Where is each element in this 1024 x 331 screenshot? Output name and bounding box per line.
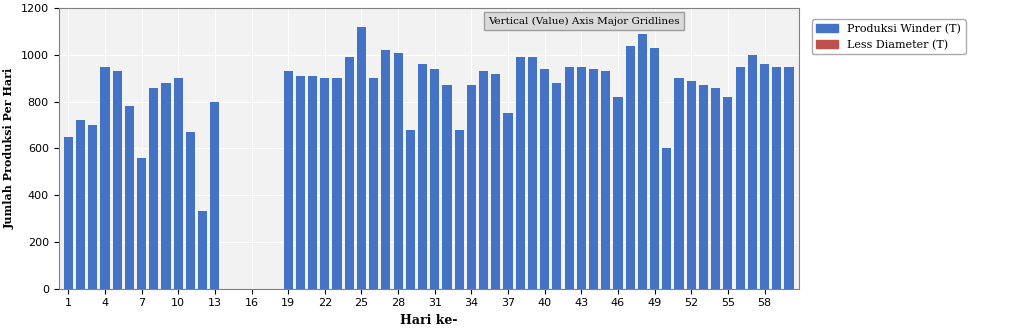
Bar bbox=[638, 34, 647, 289]
Y-axis label: Jumlah Produksi Per Hari: Jumlah Produksi Per Hari bbox=[4, 68, 15, 229]
Bar bbox=[601, 71, 610, 289]
Bar bbox=[723, 97, 732, 289]
Bar bbox=[198, 212, 207, 289]
Bar bbox=[284, 71, 293, 289]
Bar bbox=[88, 125, 97, 289]
Bar bbox=[577, 67, 586, 289]
Bar bbox=[162, 83, 171, 289]
Bar bbox=[455, 130, 464, 289]
Bar bbox=[442, 85, 452, 289]
Bar bbox=[174, 78, 183, 289]
Bar bbox=[381, 50, 390, 289]
Bar bbox=[333, 78, 342, 289]
Bar bbox=[650, 48, 659, 289]
Bar bbox=[63, 137, 73, 289]
Bar bbox=[748, 55, 757, 289]
Bar bbox=[210, 102, 219, 289]
Bar bbox=[100, 67, 110, 289]
Bar bbox=[76, 120, 85, 289]
Bar bbox=[467, 85, 476, 289]
Legend: Produksi Winder (T), Less Diameter (T): Produksi Winder (T), Less Diameter (T) bbox=[812, 19, 966, 54]
Bar bbox=[784, 67, 794, 289]
Bar bbox=[113, 71, 122, 289]
Bar bbox=[418, 64, 427, 289]
Bar bbox=[687, 81, 696, 289]
Bar bbox=[711, 88, 720, 289]
Bar bbox=[492, 73, 501, 289]
Bar bbox=[735, 67, 744, 289]
Bar bbox=[479, 71, 488, 289]
Bar bbox=[552, 83, 561, 289]
Bar bbox=[369, 78, 378, 289]
Bar bbox=[663, 148, 672, 289]
Bar bbox=[698, 85, 708, 289]
Bar bbox=[406, 130, 415, 289]
Bar bbox=[308, 76, 317, 289]
Bar bbox=[613, 97, 623, 289]
Bar bbox=[504, 113, 513, 289]
Bar bbox=[345, 57, 354, 289]
Bar bbox=[137, 158, 146, 289]
Bar bbox=[528, 57, 537, 289]
Bar bbox=[589, 69, 598, 289]
Bar bbox=[296, 76, 305, 289]
Bar bbox=[516, 57, 525, 289]
Bar bbox=[321, 78, 330, 289]
Bar bbox=[357, 27, 366, 289]
Bar bbox=[675, 78, 684, 289]
Text: Vertical (Value) Axis Major Gridlines: Vertical (Value) Axis Major Gridlines bbox=[487, 17, 680, 26]
Bar bbox=[760, 64, 769, 289]
Bar bbox=[626, 46, 635, 289]
Bar bbox=[125, 106, 134, 289]
Bar bbox=[564, 67, 573, 289]
Bar bbox=[393, 53, 402, 289]
X-axis label: Hari ke-: Hari ke- bbox=[400, 314, 458, 327]
Bar bbox=[430, 69, 439, 289]
Bar bbox=[772, 67, 781, 289]
Bar bbox=[150, 88, 159, 289]
Bar bbox=[540, 69, 549, 289]
Bar bbox=[186, 132, 195, 289]
